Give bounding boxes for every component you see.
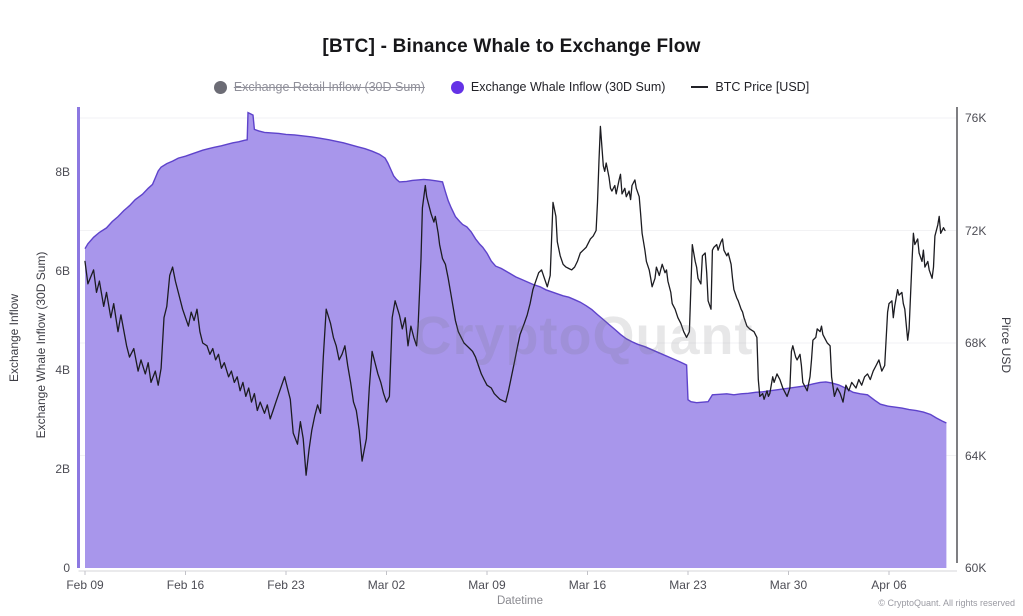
left-tick-label: 6B [55,264,70,278]
x-tick-label: Feb 16 [166,578,205,592]
left-axis-outer-label: Exchange Inflow [7,293,21,383]
legend: Exchange Retail Inflow (30D Sum) Exchange… [0,77,1023,97]
whale-inflow-area-edge [84,111,947,424]
right-axis-label: Pirce USD [999,316,1013,374]
x-tick-label: Feb 09 [66,578,104,592]
left-axis-inner-label: Exchange Whale Inflow (30D Sum) [34,251,48,439]
legend-item-label: BTC Price [USD] [715,80,810,94]
x-tick-label: Mar 23 [669,578,707,592]
legend-item-label: Exchange Retail Inflow (30D Sum) [233,80,425,94]
right-tick-label: 68K [965,336,987,350]
whale-inflow-area [85,112,947,568]
copyright-text: © CryptoQuant. All rights reserved [878,598,1015,608]
legend-line-icon [691,86,709,88]
left-tick-label: 8B [55,165,70,179]
x-axis-label: Datetime [496,595,544,607]
chart-title: [BTC] - Binance Whale to Exchange Flow [322,36,701,57]
x-tick-label: Feb 23 [267,578,305,592]
legend-item-0[interactable]: Exchange Retail Inflow (30D Sum) [213,80,425,94]
right-tick-label: 60K [965,561,987,575]
legend-dot-icon [213,80,227,94]
right-tick-label: 72K [965,223,987,238]
legend-dot-icon [450,80,464,94]
legend-item-1[interactable]: Exchange Whale Inflow (30D Sum) [450,80,666,94]
right-tick-label: 64K [965,448,987,463]
btc-price-line [84,125,946,476]
x-tick-label: Mar 02 [367,578,406,592]
right-tick-label: 76K [965,111,987,125]
x-tick-label: Mar 30 [769,578,808,592]
left-tick-label: 4B [55,363,70,377]
left-tick-label: 0 [63,561,70,575]
legend-item-label: Exchange Whale Inflow (30D Sum) [470,80,666,94]
x-tick-label: Mar 16 [568,578,607,592]
legend-item-2[interactable]: BTC Price [USD] [691,80,809,94]
x-tick-label: Apr 06 [871,578,907,592]
x-tick-label: Mar 09 [468,578,506,592]
left-tick-label: 2B [55,462,70,476]
